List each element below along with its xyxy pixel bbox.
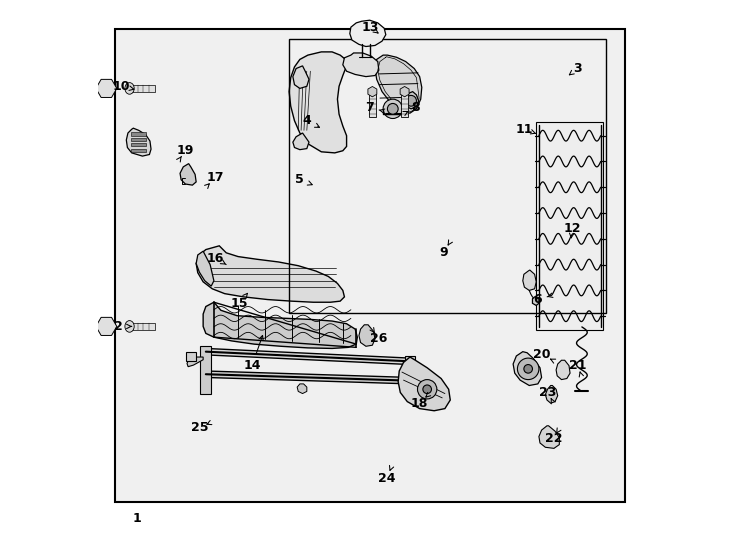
Polygon shape xyxy=(187,357,203,367)
Polygon shape xyxy=(289,52,346,153)
Bar xyxy=(369,92,376,117)
Polygon shape xyxy=(206,371,410,384)
Polygon shape xyxy=(126,128,151,156)
Polygon shape xyxy=(200,346,211,394)
Text: 23: 23 xyxy=(539,386,556,399)
Text: 8: 8 xyxy=(411,102,420,114)
Polygon shape xyxy=(523,270,537,291)
Polygon shape xyxy=(375,55,422,113)
Polygon shape xyxy=(293,133,309,150)
Text: 17: 17 xyxy=(207,171,225,184)
Circle shape xyxy=(383,99,402,118)
Circle shape xyxy=(388,104,398,114)
Text: 16: 16 xyxy=(207,252,224,265)
Polygon shape xyxy=(350,20,386,46)
Text: 24: 24 xyxy=(378,472,396,485)
Text: 22: 22 xyxy=(545,431,562,444)
Text: 26: 26 xyxy=(370,332,388,345)
Text: 15: 15 xyxy=(230,297,248,310)
Bar xyxy=(131,132,145,136)
Bar xyxy=(131,143,145,146)
Text: 13: 13 xyxy=(362,21,379,33)
Ellipse shape xyxy=(125,83,134,94)
Text: 18: 18 xyxy=(410,397,428,410)
Circle shape xyxy=(524,364,532,373)
Text: 4: 4 xyxy=(302,114,311,127)
Polygon shape xyxy=(196,246,344,302)
Text: 5: 5 xyxy=(296,173,304,186)
Polygon shape xyxy=(297,384,307,394)
Text: 1: 1 xyxy=(133,512,142,525)
Text: 10: 10 xyxy=(112,80,130,93)
Polygon shape xyxy=(556,360,570,380)
Text: 11: 11 xyxy=(515,123,533,136)
Polygon shape xyxy=(196,251,214,286)
Polygon shape xyxy=(532,297,539,306)
Polygon shape xyxy=(293,66,309,89)
Text: 6: 6 xyxy=(534,293,542,306)
Circle shape xyxy=(418,380,437,399)
Text: 14: 14 xyxy=(243,359,261,372)
Bar xyxy=(186,352,196,361)
Bar xyxy=(131,138,145,141)
Bar xyxy=(129,323,155,330)
Text: 25: 25 xyxy=(191,421,208,434)
Bar xyxy=(131,148,145,152)
Text: 7: 7 xyxy=(366,102,374,114)
Text: 2: 2 xyxy=(115,320,123,333)
Polygon shape xyxy=(343,53,379,77)
Bar xyxy=(537,122,603,329)
Polygon shape xyxy=(203,302,357,348)
Text: 9: 9 xyxy=(439,246,448,259)
Circle shape xyxy=(406,96,416,106)
Polygon shape xyxy=(539,426,559,448)
Polygon shape xyxy=(513,352,542,386)
Polygon shape xyxy=(96,79,117,97)
Polygon shape xyxy=(368,86,377,97)
Text: 19: 19 xyxy=(177,144,194,157)
Circle shape xyxy=(423,385,432,394)
Polygon shape xyxy=(206,348,410,364)
Text: 3: 3 xyxy=(573,62,582,75)
Bar xyxy=(129,85,155,92)
Text: 12: 12 xyxy=(564,221,581,234)
Text: 21: 21 xyxy=(570,359,587,372)
Polygon shape xyxy=(545,386,558,403)
Polygon shape xyxy=(180,164,196,185)
Polygon shape xyxy=(404,356,415,394)
Text: 20: 20 xyxy=(534,348,551,361)
Polygon shape xyxy=(404,92,418,109)
Polygon shape xyxy=(400,86,409,97)
Polygon shape xyxy=(398,357,450,411)
Ellipse shape xyxy=(125,321,134,332)
Bar xyxy=(115,29,625,502)
Circle shape xyxy=(517,358,539,380)
Polygon shape xyxy=(359,325,375,346)
Bar xyxy=(401,92,408,117)
Polygon shape xyxy=(96,318,117,335)
Bar xyxy=(289,39,606,313)
